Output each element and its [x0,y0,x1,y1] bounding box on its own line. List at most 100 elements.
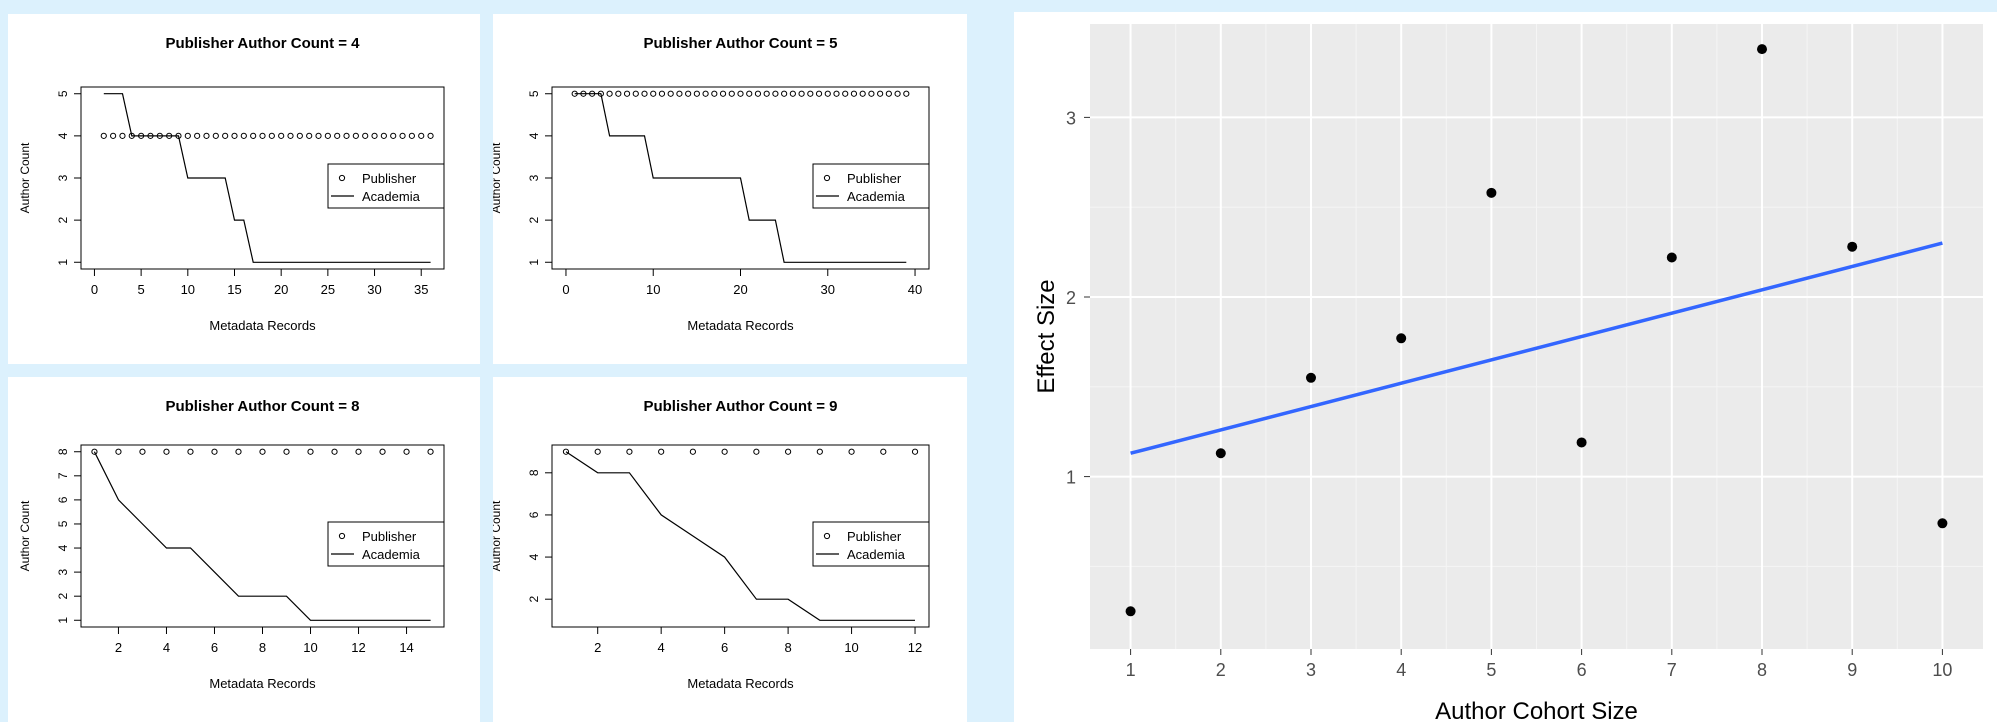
chart-panel-1: Publisher Author Count = 4 0 5 10 15 20 25 30 35… [8,14,480,364]
publisher-point [315,132,322,139]
legend-academia-label: Academia [362,547,421,562]
publisher-point [728,90,735,97]
y-tick-label: 6 [56,496,70,503]
x-tick-label: 10 [1932,660,1952,680]
y-tick-label: 5 [527,90,541,97]
y-tick-label: 5 [56,520,70,527]
line-chart-4: Publisher Author Count = 9 2 4 6 8 10 12 2 4 6 8 Me… [493,398,930,691]
x-axis-label: Metadata Records [687,318,794,333]
legend-academia-label: Academia [847,189,906,204]
academia-line [565,451,915,621]
publisher-point [380,132,387,139]
publisher-point [187,448,194,455]
publisher-point [231,132,238,139]
x-axis-label: Metadata Records [209,318,316,333]
y-axis-label: Author Count [493,142,503,213]
y-tick-label: 1 [1066,468,1076,488]
y-axis-label: Author Count [18,142,32,213]
publisher-point [235,448,242,455]
publisher-point [418,132,425,139]
publisher-point [562,448,570,455]
publisher-point [880,448,887,455]
x-tick-label: 25 [321,282,335,297]
publisher-point [859,90,866,97]
x-tick-label: 8 [1757,660,1767,680]
publisher-point [139,448,146,455]
scatter-chart: 1 2 3 4 5 6 7 8 9 10 1 2 3 Author Cohort Size Effect S… [1033,24,1983,722]
publisher-point [156,132,163,139]
publisher-point [721,448,728,455]
chart-panel-3: Publisher Author Count = 8 2 4 6 8 10 12 14 1 2 3 4… [8,377,480,722]
x-tick-label: 10 [303,640,317,655]
legend-publisher-label: Publisher [362,529,417,544]
publisher-point [212,132,219,139]
publisher-point [658,90,666,97]
publisher-point [352,132,359,139]
y-tick-label: 3 [56,568,70,575]
y-tick-label: 6 [527,511,541,518]
publisher-point [903,90,910,97]
chart-title: Publisher Author Count = 9 [643,398,837,415]
x-tick-label: 4 [658,640,665,655]
legend-academia-label: Academia [847,547,906,562]
y-tick-label: 1 [56,259,70,266]
x-tick-label: 15 [227,282,241,297]
x-tick-label: 12 [351,640,365,655]
publisher-point [667,90,674,97]
data-point [1847,241,1858,252]
data-point [1576,437,1587,448]
chart-title: Publisher Author Count = 4 [165,35,360,52]
publisher-point [824,90,831,97]
x-tick-label: 2 [1216,660,1226,680]
publisher-point [676,90,683,97]
publisher-point [754,90,762,97]
publisher-point [807,90,814,97]
publisher-point [362,132,369,139]
legend-box [812,521,930,567]
publisher-point [268,132,275,139]
publisher-point [147,132,154,139]
publisher-point [719,90,727,97]
x-tick-label: 35 [414,282,428,297]
x-tick-label: 2 [115,640,122,655]
publisher-point [427,132,434,139]
line-chart-2: Publisher Author Count = 5 0 10 20 30 40 1 2 3 4 5… [493,35,930,333]
publisher-point [306,132,313,139]
publisher-point [334,132,341,139]
data-point [1305,372,1316,383]
publisher-point [850,90,858,97]
data-point [1486,187,1497,198]
publisher-point [911,448,919,455]
publisher-point [737,90,744,97]
publisher-point [138,132,145,139]
publisher-point [399,132,406,139]
publisher-point [166,132,173,139]
line-chart-3: Publisher Author Count = 82 4 6 8 10 12 141234… [18,398,445,691]
publisher-point [379,448,386,455]
publisher-point [589,90,596,97]
publisher-point [222,132,229,139]
y-tick-label: 2 [527,216,541,223]
x-tick-label: 6 [211,640,218,655]
publisher-point [287,132,294,139]
publisher-point [798,90,805,97]
x-tick-label: 3 [1306,660,1316,680]
legend-publisher-label: Publisher [847,171,902,186]
x-tick-label: 20 [733,282,747,297]
y-tick-label: 8 [56,448,70,455]
legend-publisher-marker [338,532,346,540]
chart-panel-2: Publisher Author Count = 5 0 10 20 30 40 1 2 3 4 5… [493,14,967,364]
data-point [1666,252,1677,263]
publisher-point [785,448,792,455]
fit-line [1130,241,1943,455]
publisher-point [571,90,578,97]
chart-title: Publisher Author Count = 8 [165,398,359,415]
publisher-point [763,90,770,97]
x-axis-label: Metadata Records [209,676,316,691]
publisher-point [606,90,613,97]
publisher-point [194,132,201,139]
publisher-point [894,90,901,97]
publisher-point [355,448,362,455]
publisher-point [128,132,135,139]
publisher-point [100,132,107,139]
